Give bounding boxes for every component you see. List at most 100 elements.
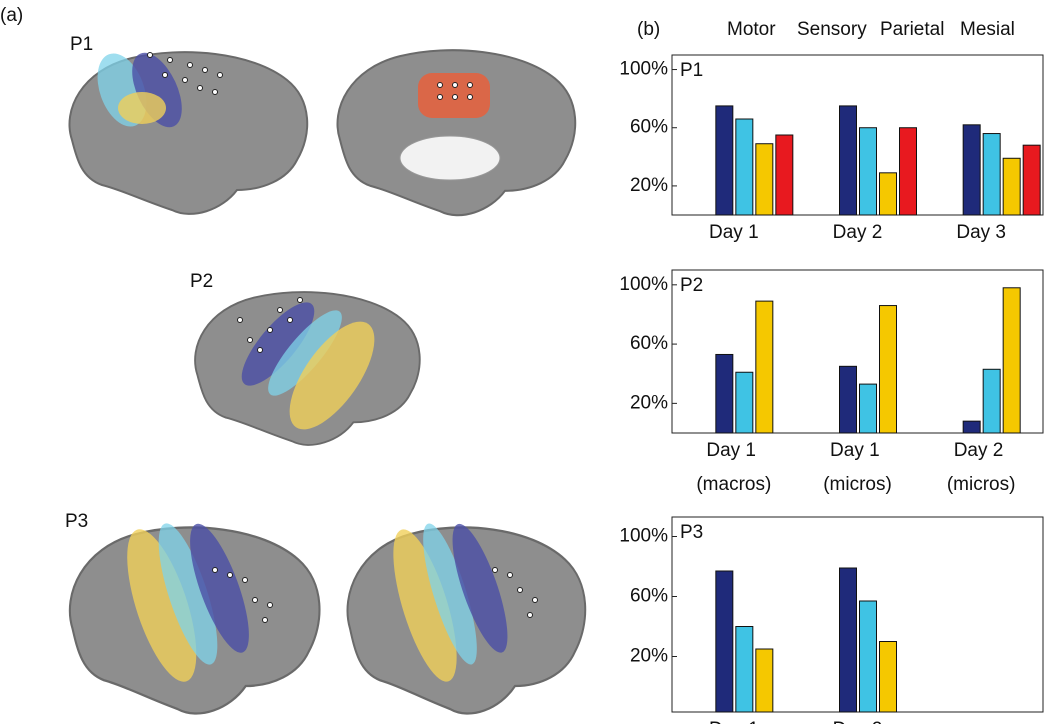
bar bbox=[735, 118, 754, 216]
plot-frame bbox=[671, 269, 1044, 434]
electrode-dot bbox=[507, 572, 513, 578]
plot-frame bbox=[671, 516, 1044, 713]
electrode-dot bbox=[532, 597, 538, 603]
electrode-dot bbox=[252, 597, 258, 603]
panel-label: (b) bbox=[637, 19, 660, 40]
bar bbox=[775, 134, 794, 216]
bar bbox=[839, 365, 857, 434]
x-tick-label: Day 1 (macros) bbox=[696, 440, 771, 495]
electrode-dot bbox=[227, 572, 233, 578]
panel-label: (a) bbox=[0, 5, 23, 26]
y-tick-label: 100% bbox=[619, 526, 668, 547]
brain-image bbox=[68, 523, 321, 715]
bar bbox=[1002, 287, 1021, 434]
bar bbox=[879, 305, 897, 434]
bar bbox=[839, 105, 857, 216]
electrode-dot bbox=[287, 317, 293, 323]
electrode-dot bbox=[517, 587, 523, 593]
x-tick-label-line: Day 1 bbox=[830, 440, 885, 461]
electrode-dot bbox=[257, 347, 263, 353]
electrode-dot bbox=[467, 94, 473, 100]
bar bbox=[859, 127, 877, 216]
bar bbox=[879, 172, 897, 216]
bar bbox=[755, 300, 774, 434]
bar bbox=[962, 124, 981, 216]
x-tick-label: Day 2 (micros) bbox=[947, 440, 1016, 495]
x-tick-label: Day 2 bbox=[833, 719, 883, 724]
y-tick-label: 60% bbox=[630, 586, 668, 607]
electrode-dot bbox=[527, 612, 533, 618]
x-tick-label-line: (micros) bbox=[947, 474, 1016, 495]
electrode-dot bbox=[237, 317, 243, 323]
chart-title: P3 bbox=[680, 522, 703, 543]
electrode-dot bbox=[277, 307, 283, 313]
brain-image bbox=[68, 51, 309, 215]
electrode-dot bbox=[212, 89, 218, 95]
electrode-dot bbox=[437, 82, 443, 88]
bar bbox=[982, 133, 1001, 216]
electrode-dot bbox=[167, 57, 173, 63]
electrode-dot bbox=[242, 577, 248, 583]
y-tick-label: 20% bbox=[630, 175, 668, 196]
electrode-dot bbox=[187, 62, 193, 68]
electrode-dot bbox=[197, 85, 203, 91]
bar bbox=[1022, 144, 1041, 216]
bar bbox=[899, 127, 917, 216]
bar bbox=[859, 383, 877, 434]
x-tick-label-line: Day 1 bbox=[706, 440, 761, 461]
brain-image bbox=[346, 523, 587, 715]
electrode-dot bbox=[492, 567, 498, 573]
bar bbox=[735, 371, 754, 434]
y-tick-label: 100% bbox=[619, 274, 668, 295]
bar bbox=[715, 570, 734, 713]
electrode-dot bbox=[182, 77, 188, 83]
electrode-dot bbox=[452, 82, 458, 88]
x-tick-label-line: (micros) bbox=[823, 474, 892, 495]
x-tick-label: Day 3 bbox=[956, 222, 1006, 243]
electrode-dot bbox=[212, 567, 218, 573]
brain-label: P2 bbox=[190, 271, 213, 292]
legend-entry: Motor bbox=[727, 19, 776, 40]
brain-image bbox=[194, 291, 421, 446]
y-tick-label: 100% bbox=[619, 59, 668, 80]
bar bbox=[879, 641, 897, 713]
x-tick-label: Day 1 bbox=[709, 719, 759, 724]
x-tick-label: Day 1 bbox=[709, 222, 759, 243]
brain-image bbox=[336, 49, 577, 217]
brain-label: P1 bbox=[70, 34, 93, 55]
bar bbox=[1002, 157, 1021, 216]
bar bbox=[735, 626, 754, 713]
electrode-dot bbox=[437, 94, 443, 100]
bar bbox=[715, 105, 734, 216]
electrode-dot bbox=[162, 72, 168, 78]
electrode-dot bbox=[262, 617, 268, 623]
electrode-dot bbox=[297, 297, 303, 303]
legend-entry: Mesial bbox=[960, 19, 1015, 40]
electrode-dot bbox=[267, 327, 273, 333]
bar bbox=[715, 353, 734, 434]
legend-entry: Parietal bbox=[880, 19, 944, 40]
electrode-dot bbox=[147, 52, 153, 58]
bar bbox=[755, 143, 774, 216]
x-tick-label-line: (macros) bbox=[696, 474, 771, 495]
electrode-dot bbox=[452, 94, 458, 100]
x-tick-label-line: Day 2 bbox=[954, 440, 1009, 461]
x-tick-label: Day 2 bbox=[833, 222, 883, 243]
plot-frame bbox=[671, 54, 1044, 216]
x-tick-label: Day 1 (micros) bbox=[823, 440, 892, 495]
y-tick-label: 60% bbox=[630, 117, 668, 138]
y-tick-label: 60% bbox=[630, 333, 668, 354]
bar bbox=[982, 368, 1001, 434]
electrode-dot bbox=[247, 337, 253, 343]
brain-label: P3 bbox=[65, 511, 88, 532]
bar bbox=[839, 567, 857, 713]
chart-title: P2 bbox=[680, 275, 703, 296]
y-tick-label: 20% bbox=[630, 392, 668, 413]
bar bbox=[962, 420, 981, 434]
bar bbox=[859, 600, 877, 713]
bar bbox=[755, 648, 774, 713]
electrode-dot bbox=[467, 82, 473, 88]
legend-entry: Sensory bbox=[797, 19, 867, 40]
